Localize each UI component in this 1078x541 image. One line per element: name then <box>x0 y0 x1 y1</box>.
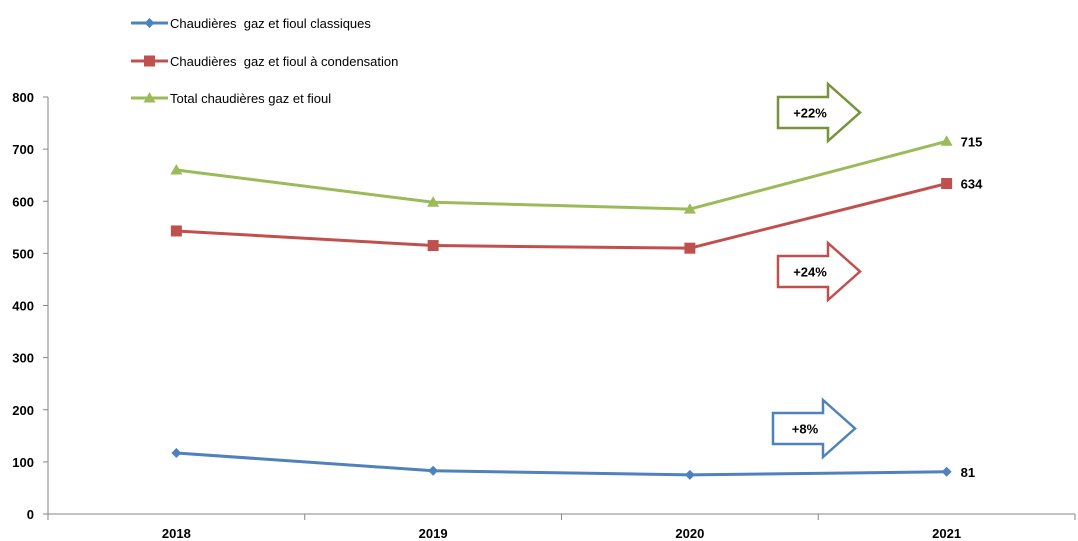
growth-arrow-label: +24% <box>793 265 827 280</box>
x-tick-label: 2021 <box>932 526 961 541</box>
series-line-1 <box>176 182 947 250</box>
legend-marker <box>144 55 155 67</box>
end-value-label: 634 <box>961 177 983 192</box>
legend-label: Chaudières gaz et fioul classiques <box>170 16 371 31</box>
series-line-0 <box>176 451 947 477</box>
data-point <box>170 225 182 237</box>
data-point <box>427 196 440 207</box>
annotation-arrows: +22% +24% +8% <box>771 81 862 460</box>
data-point <box>683 203 696 214</box>
y-tick-label: 500 <box>12 246 34 261</box>
data-point <box>684 242 696 254</box>
end-value-label: 81 <box>961 465 975 480</box>
data-point <box>941 178 953 190</box>
legend-label: Chaudières gaz et fioul à condensation <box>170 54 398 69</box>
growth-arrow-label: +22% <box>793 106 827 121</box>
data-point <box>428 465 439 476</box>
data-point <box>684 469 695 480</box>
y-axis-tick-labels: 0 100 200 300 400 500 600 700 800 <box>12 90 34 522</box>
series-line-2 <box>176 139 948 211</box>
data-point <box>941 466 952 477</box>
end-labels: 81 634 715 <box>961 134 983 479</box>
growth-arrow <box>776 240 862 303</box>
growth-arrow-label: +8% <box>792 422 819 437</box>
data-point <box>170 163 183 175</box>
legend-label: Total chaudières gaz et fioul <box>170 91 331 106</box>
growth-arrow <box>776 81 862 144</box>
x-tick-label: 2020 <box>675 526 704 541</box>
data-point <box>171 448 182 459</box>
y-tick-label: 600 <box>12 194 34 209</box>
y-tick-label: 300 <box>12 351 34 366</box>
legend-marker <box>144 18 155 28</box>
data-point <box>427 240 439 252</box>
y-tick-label: 400 <box>12 299 34 314</box>
y-tick-label: 100 <box>12 455 34 470</box>
x-axis-tick-labels: 2018 2019 2020 2021 <box>162 526 961 541</box>
y-tick-label: 800 <box>12 90 34 105</box>
y-tick-label: 200 <box>12 403 34 418</box>
y-tick-label: 0 <box>27 507 34 522</box>
legend: Chaudières gaz et fioul classiques Chaudi… <box>131 16 398 106</box>
growth-arrow <box>771 397 857 460</box>
legend-marker <box>143 92 156 103</box>
axes <box>43 96 1076 520</box>
y-tick-label: 700 <box>12 142 34 157</box>
end-value-label: 715 <box>961 134 983 149</box>
series-lines <box>170 135 953 480</box>
data-point <box>940 135 953 146</box>
x-tick-label: 2019 <box>419 526 448 541</box>
x-tick-label: 2018 <box>162 526 191 541</box>
